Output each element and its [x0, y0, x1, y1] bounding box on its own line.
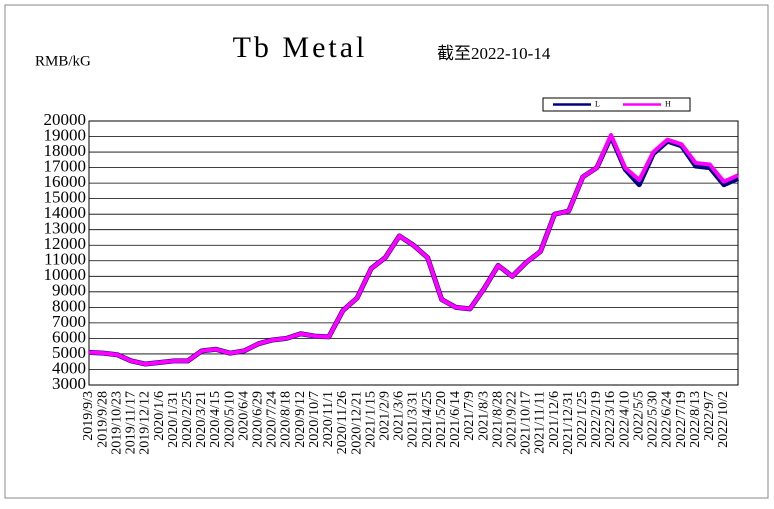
x-tick-label: 2021/12/6 [547, 391, 562, 448]
y-tick-label: 10000 [44, 265, 87, 284]
x-tick-label: 2020/2/25 [180, 391, 195, 448]
x-tick-label: 2019/10/23 [109, 391, 124, 455]
y-tick-label: 5000 [52, 343, 86, 362]
y-tick-label: 7000 [52, 312, 86, 331]
y-tick-label: 9000 [52, 281, 86, 300]
x-tick-label: 2022/5/30 [646, 391, 661, 448]
x-tick-label: 2020/1/31 [166, 391, 181, 448]
y-tick-label: 16000 [44, 172, 87, 191]
x-tick-label: 2021/1/15 [363, 391, 378, 448]
y-tick-label: 11000 [44, 250, 86, 269]
x-tick-label: 2021/2/9 [378, 391, 393, 441]
x-tick-label: 2021/10/17 [519, 391, 534, 455]
x-tick-label: 2020/1/6 [152, 391, 167, 441]
x-tick-label: 2020/10/7 [307, 391, 322, 448]
x-tick-label: 2022/9/7 [702, 391, 717, 441]
line-series [88, 132, 739, 367]
x-tick-label: 2022/7/19 [674, 391, 689, 448]
x-tick-label: 2022/8/13 [688, 391, 703, 448]
y-tick-label: 14000 [44, 203, 87, 222]
y-tick-label: 19000 [44, 125, 87, 144]
x-tick-label: 2020/11/26 [335, 391, 350, 454]
x-tick-label: 2020/4/15 [208, 391, 223, 448]
x-tick-label: 2019/11/17 [124, 391, 139, 454]
x-tick-label: 2022/10/2 [716, 391, 731, 448]
x-tick-label: 2020/5/10 [222, 391, 237, 448]
x-tick-label: 2020/3/21 [194, 391, 209, 448]
y-tick-label: 17000 [44, 156, 87, 175]
x-tick-label: 2021/5/20 [434, 391, 449, 448]
y-axis-label: RMB/kG [35, 53, 91, 69]
y-tick-label: 20000 [44, 110, 87, 129]
x-tick-label: 2021/3/6 [392, 391, 407, 441]
x-tick-label: 2021/7/9 [462, 391, 477, 441]
y-tick-label: 15000 [44, 188, 87, 207]
plot-area [88, 120, 739, 386]
x-tick-label: 2021/4/25 [420, 391, 435, 448]
x-tick-label: 2022/4/10 [617, 391, 632, 448]
x-tick-label: 2022/2/19 [589, 391, 604, 448]
legend-label: L [595, 99, 600, 108]
x-tick-label: 2020/12/21 [349, 391, 364, 455]
x-tick-label: 2020/9/12 [293, 391, 308, 448]
x-tick-label: 2021/8/3 [476, 391, 491, 441]
x-tick-label: 2019/9/28 [95, 391, 110, 448]
x-tick-label: 2020/11/1 [321, 391, 336, 447]
x-tick-label: 2021/8/28 [490, 391, 505, 448]
x-tick-label: 2022/6/24 [660, 391, 675, 448]
y-tick-label: 3000 [52, 374, 86, 393]
x-tick-label: 2022/1/25 [575, 391, 590, 448]
y-tick-label: 13000 [44, 219, 87, 238]
x-tick-label: 2021/6/14 [448, 391, 463, 448]
x-tick-label: 2022/5/5 [631, 391, 646, 441]
x-tick-label: 2020/8/18 [279, 391, 294, 448]
x-tick-label: 2019/9/3 [81, 391, 96, 441]
x-tick-label: 2020/7/24 [265, 391, 280, 448]
y-tick-label: 18000 [44, 141, 87, 160]
chart-subtitle: 截至2022-10-14 [437, 44, 551, 63]
x-tick-label: 2021/12/31 [561, 391, 576, 455]
y-tick-label: 6000 [52, 327, 86, 346]
legend-box [542, 97, 691, 112]
x-tick-label: 2021/9/22 [504, 391, 519, 448]
legend-label: H [665, 99, 671, 108]
y-tick-label: 8000 [52, 296, 86, 315]
x-tick-label: 2020/6/4 [236, 391, 251, 441]
chart-title: Tb Metal [233, 31, 368, 64]
x-tick-label: 2019/12/12 [138, 391, 153, 455]
x-tick-label: 2021/11/11 [533, 391, 548, 454]
y-tick-label: 4000 [52, 358, 86, 377]
x-tick-label: 2020/6/29 [251, 391, 266, 448]
x-tick-label: 2021/3/31 [406, 391, 421, 448]
y-tick-label: 12000 [44, 234, 87, 253]
x-tick-label: 2022/3/16 [603, 391, 618, 448]
